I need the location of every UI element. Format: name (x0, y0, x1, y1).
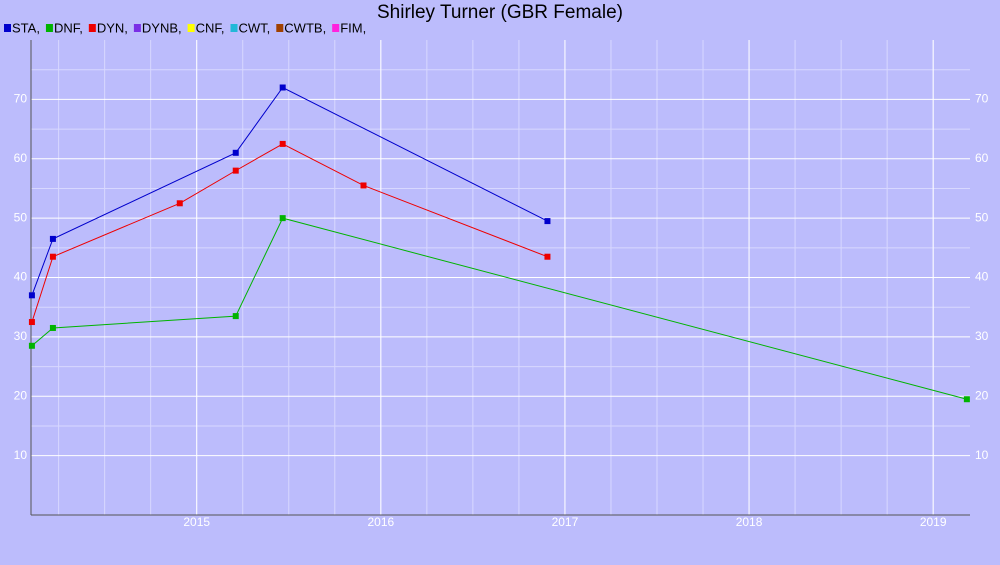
point (544, 253, 551, 260)
legend-swatch (230, 24, 238, 32)
y-tick-label: 70 (14, 92, 28, 106)
legend-swatch (88, 24, 96, 32)
point (232, 313, 239, 320)
x-tick-label: 2018 (736, 515, 763, 529)
legend-swatch (45, 24, 53, 32)
legend-label: CWTB, (284, 20, 326, 35)
y-tick-label-right: 10 (975, 448, 989, 462)
y-tick-label: 50 (14, 210, 28, 224)
point (279, 140, 286, 147)
point (49, 235, 56, 242)
point (279, 84, 286, 91)
y-tick-label-right: 60 (975, 151, 989, 165)
point (279, 215, 286, 222)
legend-label: FIM, (340, 20, 366, 35)
y-tick-label-right: 40 (975, 270, 989, 284)
point (360, 182, 367, 189)
legend-label: STA, (12, 20, 40, 35)
point (232, 149, 239, 156)
point (28, 342, 35, 349)
legend-label: CWT, (239, 20, 271, 35)
point (963, 396, 970, 403)
legend-label: CNF, (196, 20, 225, 35)
point (176, 200, 183, 207)
y-tick-label-right: 30 (975, 329, 989, 343)
point (49, 324, 56, 331)
y-tick-label: 60 (14, 151, 28, 165)
point (232, 167, 239, 174)
legend-swatch (4, 24, 11, 32)
x-tick-label: 2015 (183, 515, 210, 529)
y-tick-label: 40 (14, 270, 28, 284)
legend-label: DYN, (97, 20, 128, 35)
legend-swatch (133, 24, 141, 32)
legend-label: DYNB, (142, 20, 182, 35)
y-tick-label-right: 50 (975, 210, 989, 224)
x-tick-label: 2019 (920, 515, 947, 529)
legend-label: DNF, (54, 20, 83, 35)
point (49, 253, 56, 260)
x-tick-label: 2016 (367, 515, 394, 529)
point (28, 292, 35, 299)
point (28, 319, 35, 326)
point (544, 218, 551, 225)
y-tick-label: 20 (14, 388, 28, 402)
y-tick-label: 10 (14, 448, 28, 462)
y-tick-label-right: 20 (975, 388, 989, 402)
y-tick-label-right: 70 (975, 92, 989, 106)
legend-swatch (187, 24, 195, 32)
x-tick-label: 2017 (552, 515, 579, 529)
legend-swatch (332, 24, 340, 32)
legend-swatch (276, 24, 284, 32)
y-tick-label: 30 (14, 329, 28, 343)
chart-title: Shirley Turner (GBR Female) (377, 2, 623, 23)
